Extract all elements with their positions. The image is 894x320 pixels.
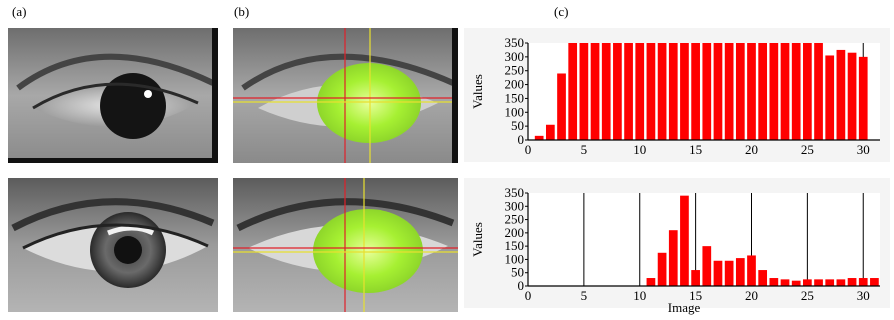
- x-tick-label: 30: [857, 288, 870, 303]
- x-tick-label: 5: [581, 288, 588, 303]
- y-tick-label: 350: [505, 35, 525, 50]
- bar: [624, 43, 633, 140]
- y-axis-label: Values: [470, 74, 485, 109]
- bar: [579, 43, 589, 140]
- bar: [735, 43, 745, 140]
- y-tick-label: 200: [505, 77, 525, 92]
- y-tick-label: 50: [511, 265, 524, 280]
- eye-photo-top-original: [8, 28, 218, 163]
- bar: [545, 124, 555, 140]
- bar: [735, 258, 745, 286]
- bar: [557, 73, 566, 140]
- panel-label-b: (b): [234, 4, 250, 19]
- bar: [836, 279, 846, 286]
- bar: [791, 280, 801, 286]
- bar: [713, 43, 723, 140]
- bar: [791, 43, 801, 140]
- y-tick-label: 150: [505, 238, 525, 253]
- x-tick-label: 0: [525, 288, 532, 303]
- y-tick-label: 0: [518, 132, 525, 147]
- bar: [568, 43, 578, 140]
- bar: [858, 56, 868, 140]
- y-tick-label: 100: [505, 251, 525, 266]
- x-tick-label: 30: [857, 142, 870, 157]
- eye-photo-top-detection: [233, 28, 458, 163]
- x-tick-label: 25: [801, 288, 814, 303]
- bar: [534, 135, 544, 140]
- bar: [680, 195, 689, 286]
- bar: [847, 52, 857, 141]
- x-tick-label: 0: [525, 142, 532, 157]
- x-tick-label: 15: [689, 142, 702, 157]
- bar: [780, 43, 790, 140]
- bar-chart-bottom: 0 5 10 15 20 25 30050100150200250300350ValuesI…: [464, 178, 890, 315]
- bar: [691, 270, 700, 286]
- x-tick-label: 10: [633, 142, 646, 157]
- y-tick-label: 0: [518, 278, 525, 293]
- y-tick-label: 250: [505, 212, 525, 227]
- panel-label-c: (c): [554, 4, 569, 19]
- eye-photo-bottom-detection: [233, 178, 458, 312]
- y-tick-label: 100: [505, 104, 525, 119]
- x-tick-label: 5: [581, 142, 588, 157]
- bar: [668, 230, 678, 286]
- bar: [646, 43, 656, 140]
- bar: [836, 49, 846, 140]
- y-tick-label: 300: [505, 49, 525, 64]
- bar: [657, 43, 667, 140]
- x-axis-label: Image: [668, 300, 701, 315]
- bar: [613, 43, 622, 140]
- y-tick-label: 350: [505, 185, 525, 200]
- bar: [657, 252, 667, 286]
- bar: [668, 43, 678, 140]
- bar: [847, 278, 857, 286]
- bar: [803, 43, 812, 140]
- bar: [814, 43, 823, 140]
- bar: [758, 43, 768, 140]
- y-tick-label: 50: [511, 118, 524, 133]
- x-tick-label: 20: [745, 142, 758, 157]
- bar: [747, 43, 756, 140]
- bar: [635, 43, 645, 140]
- bar: [870, 278, 879, 286]
- bar: [646, 278, 656, 286]
- bar: [814, 279, 823, 286]
- bar: [601, 43, 611, 140]
- y-tick-label: 200: [505, 225, 525, 240]
- y-tick-label: 250: [505, 63, 525, 78]
- bar: [825, 279, 835, 286]
- x-tick-label: 10: [633, 288, 646, 303]
- bar: [780, 279, 790, 286]
- y-tick-label: 300: [505, 198, 525, 213]
- bar: [858, 278, 868, 286]
- bar: [590, 43, 600, 140]
- x-tick-label: 25: [801, 142, 814, 157]
- x-tick-label: 15: [689, 288, 702, 303]
- x-tick-label: 20: [745, 288, 758, 303]
- bar: [702, 246, 712, 286]
- y-tick-label: 150: [505, 90, 525, 105]
- bar: [713, 260, 723, 286]
- y-axis-label: Values: [470, 222, 485, 257]
- panel-label-a: (a): [12, 4, 27, 19]
- bar: [702, 43, 712, 140]
- bar: [769, 43, 779, 140]
- bar: [724, 43, 734, 140]
- bar: [680, 43, 689, 140]
- bar: [825, 55, 835, 140]
- bar: [691, 43, 700, 140]
- bar: [724, 260, 734, 286]
- bar: [758, 270, 768, 286]
- eye-photo-bottom-original: [8, 178, 218, 312]
- bar: [803, 279, 812, 286]
- bar: [769, 278, 779, 286]
- bar: [747, 255, 756, 286]
